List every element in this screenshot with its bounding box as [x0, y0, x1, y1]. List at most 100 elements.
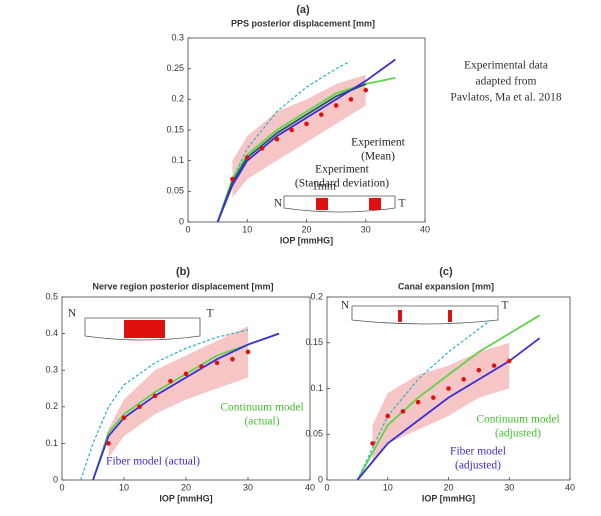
mean-point	[168, 378, 173, 384]
std-band	[232, 74, 366, 198]
mean-point	[152, 393, 158, 399]
y-tick-label: 0.25	[166, 63, 184, 73]
y-tick-label: 0	[318, 474, 323, 484]
mean-point	[183, 371, 189, 377]
y-tick-label: 0.4	[45, 328, 58, 338]
x-tick-label: 10	[383, 482, 393, 492]
inset-label: N	[68, 308, 77, 320]
mean-point	[137, 404, 142, 410]
x-tick-label: 10	[119, 482, 129, 492]
y-tick-label: 0.05	[305, 429, 323, 439]
mean-point	[289, 127, 294, 133]
x-tick-label: 0	[185, 224, 190, 234]
panel-title: Canal expansion [mm]	[398, 281, 494, 291]
inset-region	[124, 320, 165, 338]
mean-point	[446, 386, 451, 391]
mean-point	[431, 395, 436, 400]
annotation: Experiment	[315, 164, 369, 176]
note-line: adapted from	[476, 76, 537, 88]
inset-region	[398, 310, 402, 322]
model-line	[356, 314, 541, 481]
annotation: Fiber model (actual)	[106, 456, 200, 468]
y-tick-label: 0.05	[166, 186, 184, 196]
y-tick-label: 0.2	[45, 401, 58, 411]
y-tick-label: 0	[53, 474, 58, 484]
model-line	[80, 329, 249, 481]
model-line	[356, 314, 498, 481]
x-tick-label: 40	[420, 224, 430, 234]
annotation: (Mean)	[361, 151, 395, 163]
inset-label: T	[206, 308, 213, 320]
annotation: Continuum model	[476, 414, 559, 426]
x-tick-label: 40	[565, 482, 575, 492]
y-tick-label: 0.1	[45, 438, 58, 448]
y-tick-label: 0.1	[310, 383, 323, 393]
mean-point	[245, 349, 251, 355]
annotation: (adjusted)	[455, 460, 501, 472]
mean-point	[506, 358, 512, 364]
inset-label: N	[274, 198, 283, 210]
mean-point	[259, 146, 265, 151]
mean-point	[304, 121, 309, 127]
inset-region	[448, 310, 452, 322]
panel-title: Nerve region posterior displacement [mm]	[92, 281, 273, 291]
y-tick-label: 0.2	[171, 94, 184, 104]
mean-point	[461, 377, 466, 382]
model-line	[216, 58, 396, 223]
mean-point	[370, 441, 375, 446]
x-axis-label: IOP [mmHG]	[422, 493, 475, 503]
x-axis-label: IOP [mmHG]	[159, 493, 212, 503]
mean-point	[363, 87, 369, 93]
note-line: Experimental data	[464, 60, 548, 72]
y-tick-label: 0.2	[310, 291, 323, 301]
inset-shape	[351, 305, 499, 325]
mean-point	[274, 136, 280, 142]
mean-point	[244, 155, 250, 160]
mean-point	[333, 103, 339, 108]
mean-point	[491, 363, 497, 368]
y-tick-label: 0.5	[45, 291, 58, 301]
y-tick-label: 0.3	[171, 32, 184, 42]
x-tick-label: 0	[324, 482, 329, 492]
x-tick-label: 0	[59, 482, 64, 492]
x-tick-label: 40	[305, 482, 315, 492]
y-tick-label: 0.3	[45, 365, 58, 375]
panel-label: (b)	[176, 266, 190, 278]
panel-title: PPS posterior displacement [mm]	[231, 18, 375, 28]
mean-point	[319, 112, 324, 117]
x-axis-label: IOP [mmHG]	[280, 235, 333, 245]
y-tick-label: 0	[179, 216, 184, 226]
mean-point	[385, 413, 391, 419]
annotation: (adjusted)	[495, 428, 541, 440]
mean-point	[199, 364, 204, 369]
inset-label: T	[501, 300, 508, 312]
x-tick-label: 10	[242, 224, 252, 234]
y-tick-label: 0.1	[171, 155, 184, 165]
std-band	[108, 326, 248, 459]
note-line: Pavlatos, Ma et al. 2018	[450, 92, 561, 104]
inset-label: N	[341, 300, 350, 312]
y-tick-label: 0.15	[166, 124, 184, 134]
mean-point	[214, 360, 220, 366]
annotation: Fiber model	[450, 446, 506, 458]
mean-point	[230, 356, 235, 362]
mean-point	[400, 409, 406, 414]
model-line	[216, 83, 367, 223]
std-band	[372, 342, 510, 462]
x-tick-label: 20	[443, 482, 453, 492]
inset-label: 1mm	[312, 181, 336, 193]
annotation: Experiment	[351, 137, 405, 149]
panel-label: (c)	[439, 266, 453, 278]
inset-shape	[283, 195, 396, 213]
x-tick-label: 30	[243, 482, 253, 492]
mean-point	[476, 367, 482, 373]
panel-label: (a)	[296, 4, 310, 16]
mean-point	[121, 415, 127, 421]
inset-label: T	[398, 198, 405, 210]
x-tick-label: 30	[361, 224, 371, 234]
annotation: (Standard deviation)	[295, 178, 389, 190]
x-tick-label: 20	[301, 224, 311, 234]
inset-region	[316, 198, 328, 210]
inset-region	[369, 198, 381, 210]
